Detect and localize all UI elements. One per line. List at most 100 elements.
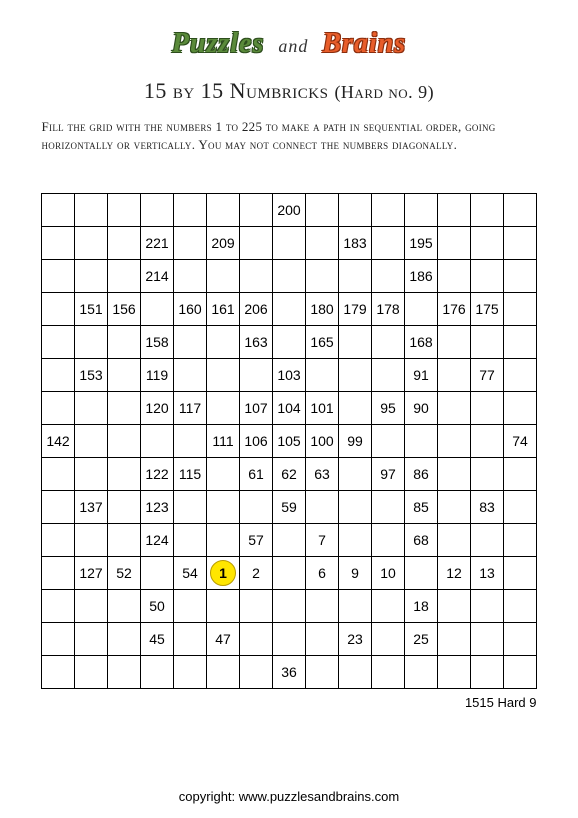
- grid-cell: [471, 392, 504, 425]
- grid-cell: 195: [405, 227, 438, 260]
- grid-cell: [372, 326, 405, 359]
- grid-cell: 124: [141, 524, 174, 557]
- grid-cell: [504, 260, 537, 293]
- grid-cell: [108, 392, 141, 425]
- grid-cell: 175: [471, 293, 504, 326]
- grid-cell: 7: [306, 524, 339, 557]
- grid-cell: 158: [141, 326, 174, 359]
- grid-cell: 151: [75, 293, 108, 326]
- grid-cell: 95: [372, 392, 405, 425]
- grid-cell: [174, 425, 207, 458]
- grid-cell: 105: [273, 425, 306, 458]
- grid-cell: [306, 590, 339, 623]
- grid-cell: [75, 260, 108, 293]
- grid-cell: [471, 623, 504, 656]
- grid-cell: 68: [405, 524, 438, 557]
- grid-cell: [273, 623, 306, 656]
- start-cell: 1: [210, 560, 236, 586]
- grid-cell: [306, 623, 339, 656]
- title-sub: (Hard no. 9): [334, 82, 434, 102]
- grid-cell: [42, 491, 75, 524]
- grid-cell: 2: [240, 557, 273, 590]
- grid-cell: 168: [405, 326, 438, 359]
- grid-cell: 179: [339, 293, 372, 326]
- grid-cell: [240, 359, 273, 392]
- copyright-text: copyright: www.puzzlesandbrains.com: [0, 789, 578, 804]
- grid-cell: [240, 227, 273, 260]
- grid-cell: 137: [75, 491, 108, 524]
- grid-cell: [108, 260, 141, 293]
- grid-cell: [405, 557, 438, 590]
- grid-cell: 91: [405, 359, 438, 392]
- grid-cell: [438, 392, 471, 425]
- site-logo: Puzzles and Brains: [172, 28, 406, 60]
- grid-cell: [339, 458, 372, 491]
- grid-cell: [42, 359, 75, 392]
- grid-cell: [42, 524, 75, 557]
- grid-cell: 57: [240, 524, 273, 557]
- grid-cell: 200: [273, 194, 306, 227]
- grid-cell: [471, 656, 504, 689]
- grid-cell: [207, 656, 240, 689]
- grid-cell: 107: [240, 392, 273, 425]
- grid-cell: [339, 656, 372, 689]
- grid-cell: [504, 293, 537, 326]
- grid-cell: [174, 326, 207, 359]
- grid-cell: 59: [273, 491, 306, 524]
- grid-cell: [174, 194, 207, 227]
- grid-cell: [438, 623, 471, 656]
- grid-cell: 13: [471, 557, 504, 590]
- puzzle-id-label: 1515 Hard 9: [42, 695, 537, 710]
- grid-cell: [108, 359, 141, 392]
- grid-cell: [372, 425, 405, 458]
- grid-cell: [141, 293, 174, 326]
- grid-cell: [339, 590, 372, 623]
- grid-cell: [438, 590, 471, 623]
- grid-cell: [207, 458, 240, 491]
- grid-cell: [504, 590, 537, 623]
- grid-cell: [438, 227, 471, 260]
- grid-cell: 206: [240, 293, 273, 326]
- grid-cell: [42, 557, 75, 590]
- grid-cell: 156: [108, 293, 141, 326]
- grid-cell: [42, 458, 75, 491]
- grid-cell: [174, 590, 207, 623]
- grid-cell: [438, 524, 471, 557]
- grid-cell: [306, 227, 339, 260]
- grid-cell: [141, 425, 174, 458]
- grid-cell: 127: [75, 557, 108, 590]
- grid-cell: [75, 392, 108, 425]
- grid-cell: 97: [372, 458, 405, 491]
- grid-cell: [108, 590, 141, 623]
- grid-cell: [75, 227, 108, 260]
- grid-cell: [339, 491, 372, 524]
- grid-cell: [42, 293, 75, 326]
- grid-cell: [504, 557, 537, 590]
- grid-cell: 209: [207, 227, 240, 260]
- grid-cell: [240, 491, 273, 524]
- grid-cell: [273, 590, 306, 623]
- grid-cell: [372, 194, 405, 227]
- grid-cell: [75, 524, 108, 557]
- grid-cell: 10: [372, 557, 405, 590]
- grid-cell: [207, 590, 240, 623]
- grid-cell: 160: [174, 293, 207, 326]
- grid-cell: 103: [273, 359, 306, 392]
- grid-cell: [339, 359, 372, 392]
- grid-cell: [504, 326, 537, 359]
- grid-cell: 18: [405, 590, 438, 623]
- grid-cell: [75, 656, 108, 689]
- grid-cell: [438, 458, 471, 491]
- grid-cell: [174, 491, 207, 524]
- grid-cell: [108, 425, 141, 458]
- grid-cell: [438, 359, 471, 392]
- grid-cell: [372, 260, 405, 293]
- grid-cell: [438, 194, 471, 227]
- grid-cell: [504, 623, 537, 656]
- grid-cell: [306, 260, 339, 293]
- grid-cell: [42, 194, 75, 227]
- grid-cell: 120: [141, 392, 174, 425]
- grid-cell: [108, 656, 141, 689]
- grid-cell: [207, 260, 240, 293]
- grid-cell: [306, 194, 339, 227]
